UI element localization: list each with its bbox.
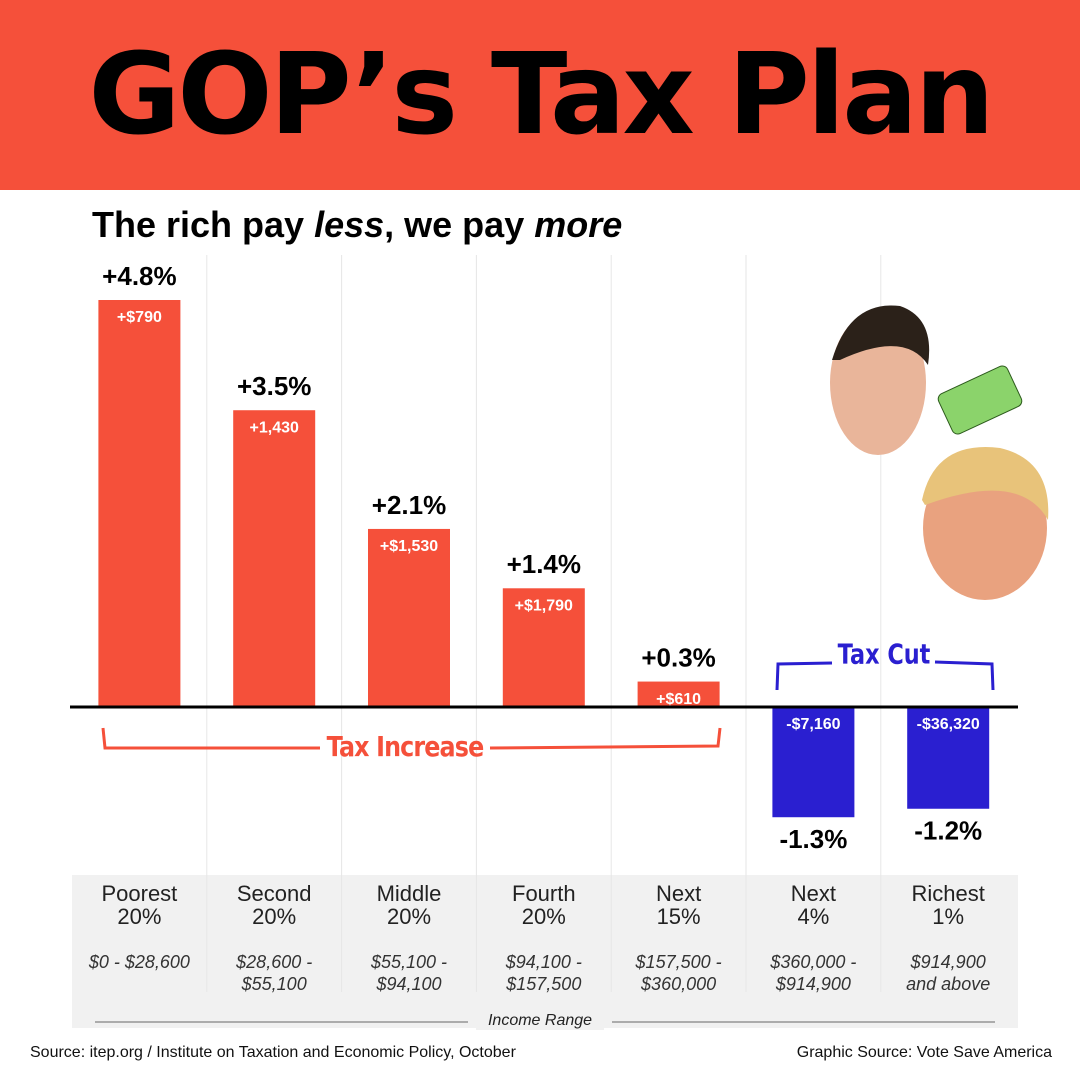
hair <box>832 305 930 365</box>
category-label: Next 15% <box>655 881 702 929</box>
graphic-source: Graphic Source: Vote Save America <box>796 1044 1052 1061</box>
subtitle-emphasis: less <box>314 204 385 245</box>
dollar-label: +$1,790 <box>515 598 573 615</box>
x-axis-label: Income Range <box>475 1012 605 1030</box>
bar <box>368 528 450 707</box>
bracket <box>101 727 722 750</box>
annotation: Tax Cut <box>838 637 931 670</box>
income-range: $914,900 and above <box>906 952 991 994</box>
dollar-label: -$7,160 <box>786 716 840 733</box>
category-label: Second 20% <box>236 881 312 929</box>
dollar-label: +$1,530 <box>380 538 438 555</box>
value-label: +3.5% <box>237 371 311 401</box>
bar <box>772 707 855 818</box>
source: Source: itep.org / Institute on Taxation… <box>30 1044 516 1061</box>
bar <box>637 681 720 707</box>
bar <box>502 588 585 707</box>
category-label: Middle 20% <box>376 881 442 929</box>
dollar-label: +1,430 <box>250 419 299 436</box>
subtitle-part: The rich pay <box>92 204 315 245</box>
category-label: Poorest 20% <box>101 881 178 929</box>
bar <box>907 707 990 809</box>
income-range: $28,600 - $55,100 <box>236 952 313 994</box>
dollar-label: -$36,320 <box>917 716 980 733</box>
value-label: -1.2% <box>914 816 982 846</box>
value-label: +0.3% <box>641 642 715 672</box>
category-label: Richest 1% <box>911 881 985 929</box>
dollar-label: +$790 <box>117 309 162 326</box>
income-range: $55,100 - $94,100 <box>370 952 448 994</box>
value-label: +4.8% <box>102 261 176 291</box>
decoration <box>830 305 1049 600</box>
income-range: $0 - $28,600 <box>88 952 190 972</box>
subtitle: The rich pay less, we pay more <box>92 204 622 246</box>
category-label: Fourth 20% <box>512 881 576 929</box>
header-band <box>0 0 1080 190</box>
money <box>937 365 1023 435</box>
subtitle-emphasis: more <box>534 204 623 245</box>
annotation: Tax Increase <box>327 731 484 763</box>
bar <box>98 300 181 707</box>
value-label: -1.3% <box>779 824 847 854</box>
income-range: $94,100 - $157,500 <box>505 952 582 994</box>
dollar-label: +$610 <box>656 691 701 708</box>
value-label: +2.1% <box>372 490 446 520</box>
subtitle-part: , we pay <box>384 204 535 245</box>
income-range: $157,500 - $360,000 <box>635 952 722 994</box>
bracket <box>775 660 995 691</box>
bar <box>233 410 316 707</box>
income-range: $360,000 - $914,900 <box>770 952 857 994</box>
category-label: Next 4% <box>790 881 837 929</box>
title: GOP’s Tax Plan <box>88 30 994 160</box>
value-label: +1.4% <box>507 549 581 579</box>
category-panel <box>72 875 1018 1028</box>
hair <box>922 447 1049 520</box>
